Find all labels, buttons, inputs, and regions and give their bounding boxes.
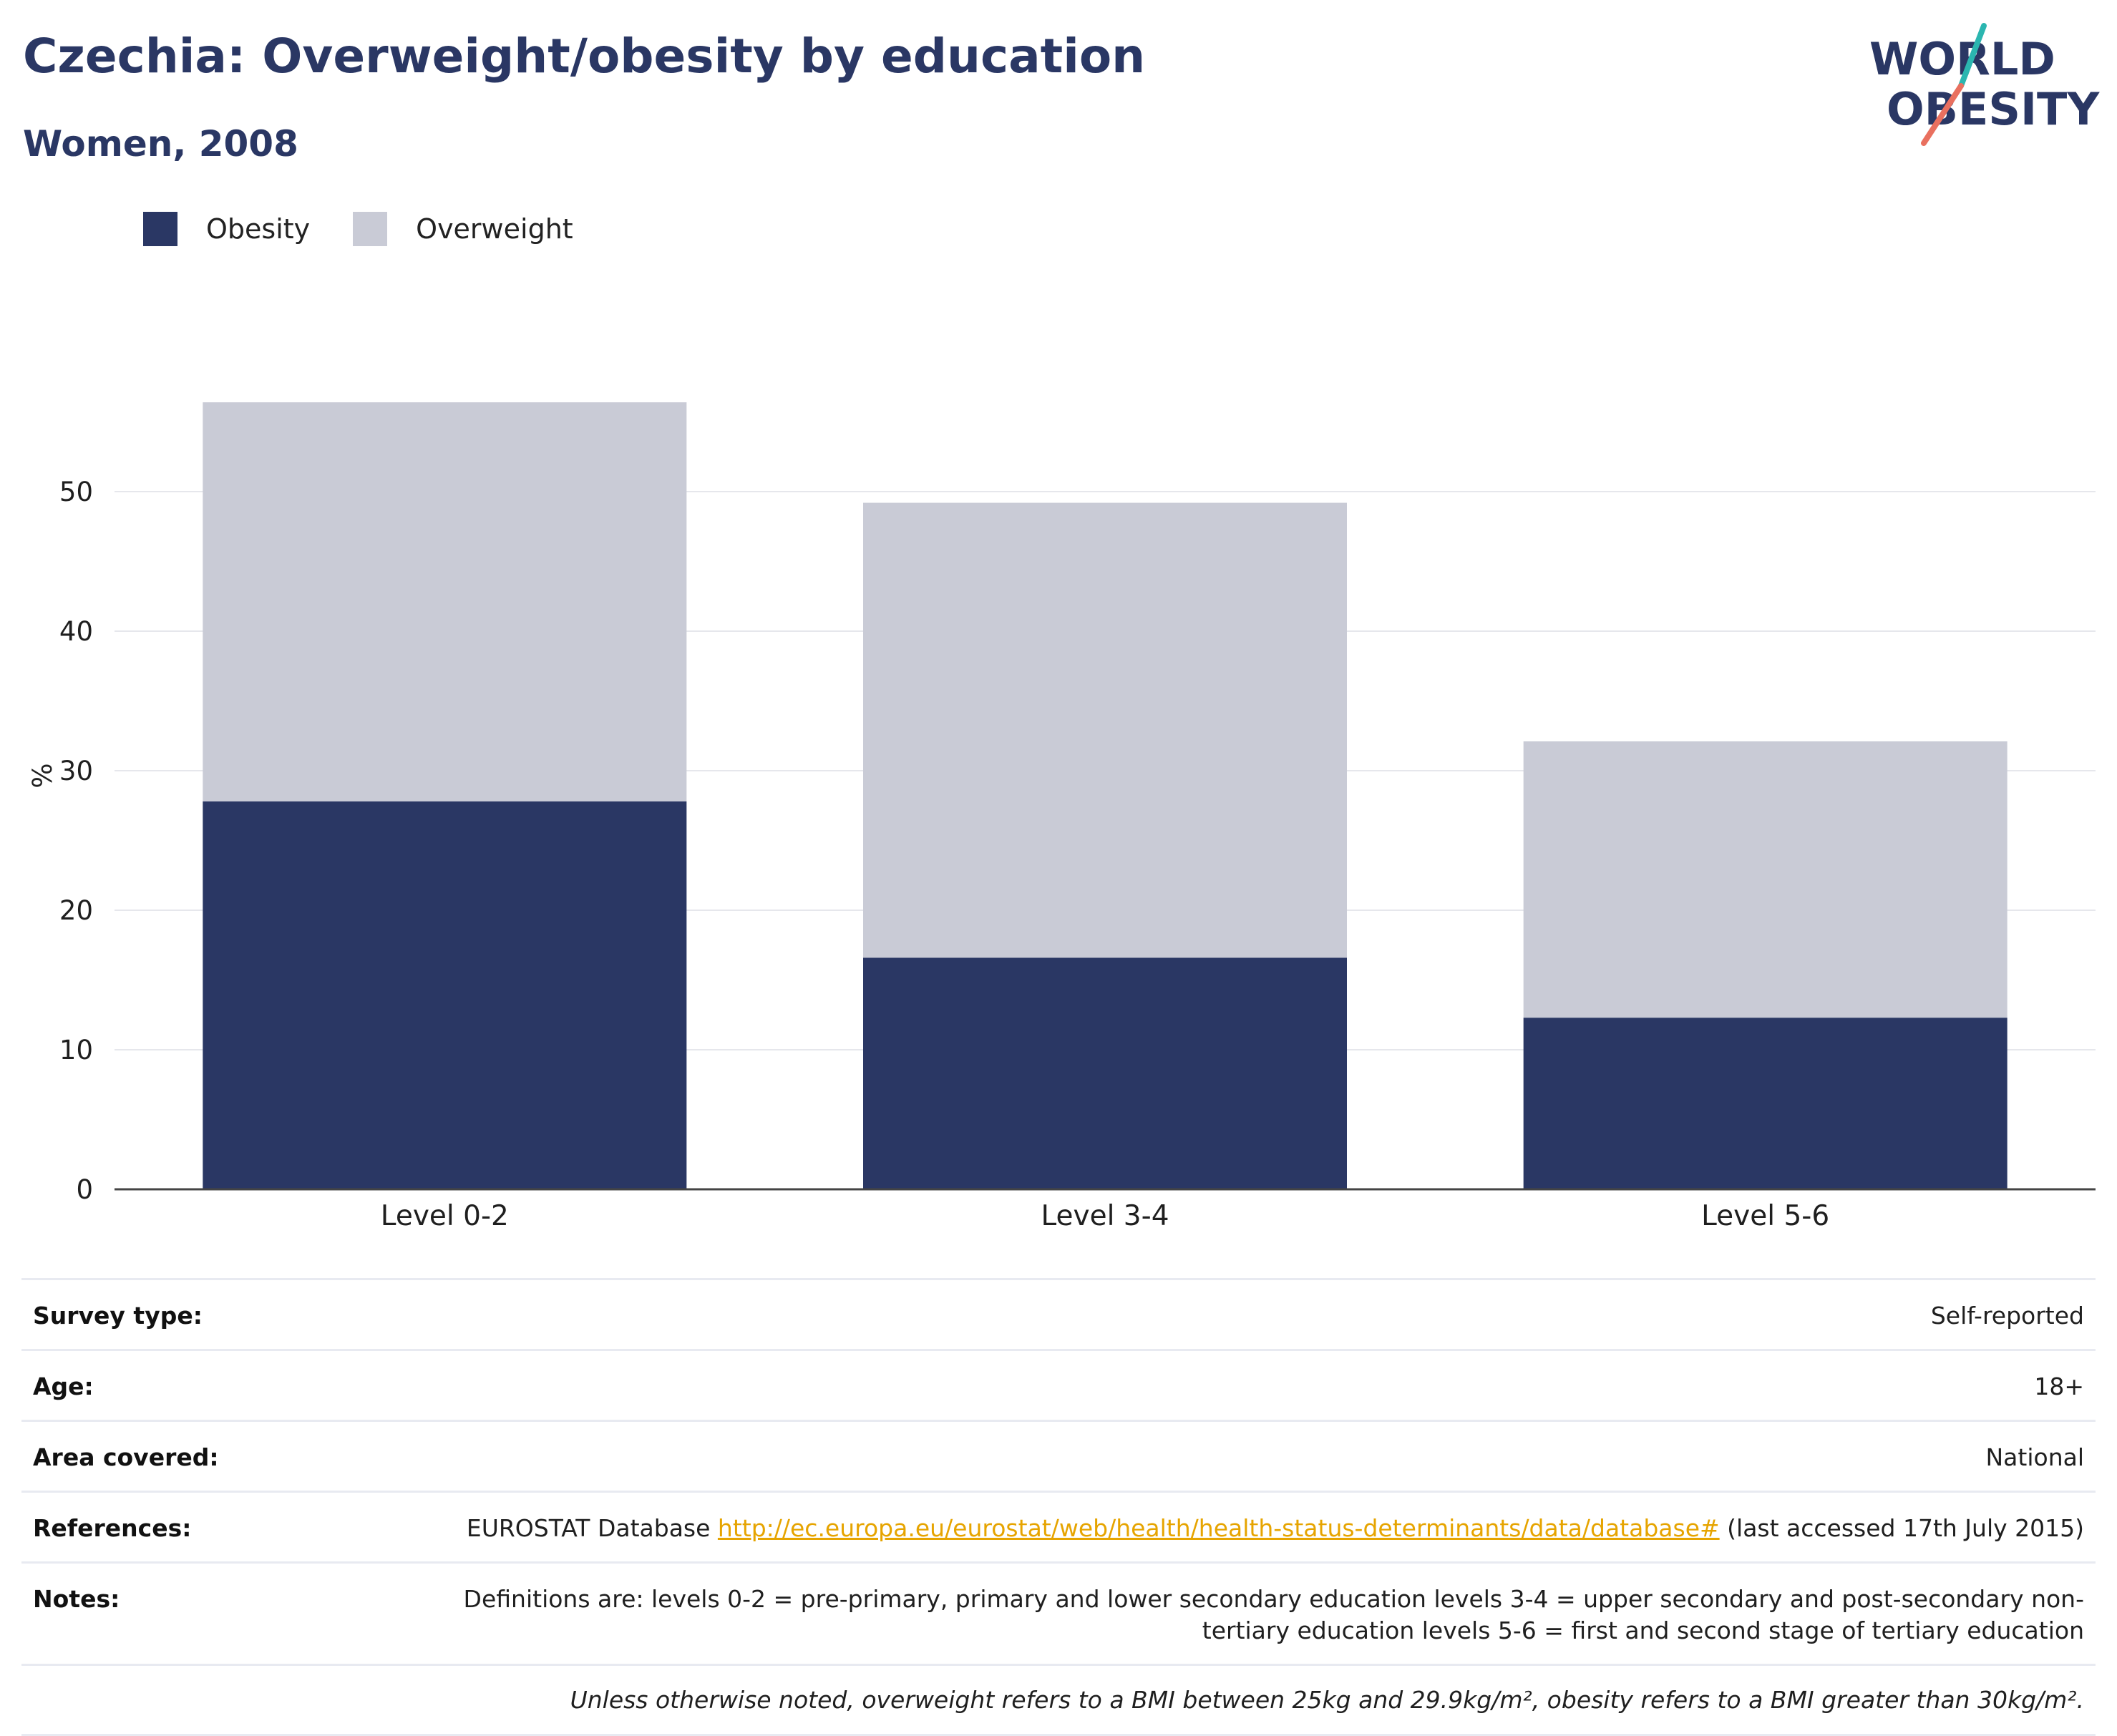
y-tick-label: 30 xyxy=(59,756,93,786)
logo-slash-teal xyxy=(1958,23,1987,89)
y-tick-label: 20 xyxy=(59,895,93,926)
info-row-notes: Notes: Definitions are: levels 0-2 = pre… xyxy=(21,1561,2096,1664)
info-value: Self-reported xyxy=(1930,1302,2084,1330)
y-tick-label: 50 xyxy=(59,477,93,507)
stacked-bar-chart: 0 10 20 30 40 50 Level 0-2 Level 3-4 Level 5-6 % xyxy=(27,402,2096,1232)
info-label: Age: xyxy=(33,1372,94,1400)
y-tick-label: 0 xyxy=(76,1174,93,1205)
y-axis-title: % xyxy=(27,763,58,788)
references-prefix: EUROSTAT Database xyxy=(466,1514,718,1542)
info-value: 18+ xyxy=(2034,1372,2084,1400)
axes: 0 10 20 30 40 50 Level 0-2 Level 3-4 Level 5-6 xyxy=(59,477,2096,1232)
info-label: Notes: xyxy=(33,1585,120,1613)
bars xyxy=(203,402,2008,1189)
bar-overweight-1[interactable] xyxy=(203,402,687,801)
survey-info-table: Survey type: Self-reported Age: 18+ Area… xyxy=(21,1278,2096,1736)
info-row-area-covered: Area covered: National xyxy=(21,1420,2096,1491)
legend-swatch-overweight xyxy=(353,212,388,246)
info-row-age: Age: 18+ xyxy=(21,1349,2096,1420)
bar-obesity-2[interactable] xyxy=(863,957,1347,1189)
info-row-survey-type: Survey type: Self-reported xyxy=(21,1278,2096,1349)
references-suffix: (last accessed 17th July 2015) xyxy=(1719,1514,2084,1542)
x-tick-label: Level 3-4 xyxy=(1041,1200,1169,1232)
bar-overweight-3[interactable] xyxy=(1523,741,2008,1018)
info-value: National xyxy=(1985,1443,2084,1471)
legend-label-overweight: Overweight xyxy=(416,213,573,245)
info-value: Definitions are: levels 0-2 = pre-primar… xyxy=(463,1585,2084,1644)
references-link[interactable]: http://ec.europa.eu/eurostat/web/health/… xyxy=(717,1514,1720,1542)
bar-obesity-3[interactable] xyxy=(1523,1018,2008,1189)
info-label: Survey type: xyxy=(33,1302,203,1330)
y-tick-label: 40 xyxy=(59,616,93,647)
references-value: EUROSTAT Database http://ec.europa.eu/eu… xyxy=(467,1513,2084,1544)
info-row-references: References: EUROSTAT Database http://ec.… xyxy=(21,1491,2096,1561)
chart-legend: Obesity Overweight xyxy=(143,212,616,246)
chart-subtitle: Women, 2008 xyxy=(23,123,298,165)
y-tick-label: 10 xyxy=(59,1035,93,1066)
world-obesity-logo: WORLD OBESITY xyxy=(1869,23,2100,146)
legend-swatch-obesity xyxy=(143,212,177,246)
legend-item-overweight[interactable]: Overweight xyxy=(353,212,573,246)
bmi-footnote: Unless otherwise noted, overweight refer… xyxy=(21,1664,2096,1736)
x-tick-label: Level 0-2 xyxy=(381,1200,509,1232)
x-tick-label: Level 5-6 xyxy=(1701,1200,1829,1232)
legend-item-obesity[interactable]: Obesity xyxy=(143,212,310,246)
bar-overweight-2[interactable] xyxy=(863,502,1347,958)
info-label: Area covered: xyxy=(33,1443,219,1471)
logo-word-obesity: OBESITY xyxy=(1887,83,2100,135)
legend-label-obesity: Obesity xyxy=(206,213,311,245)
logo-slash-coral xyxy=(1921,83,1964,146)
bar-obesity-1[interactable] xyxy=(203,801,687,1189)
info-label: References: xyxy=(33,1514,192,1542)
chart-title: Czechia: Overweight/obesity by education xyxy=(23,29,1146,84)
